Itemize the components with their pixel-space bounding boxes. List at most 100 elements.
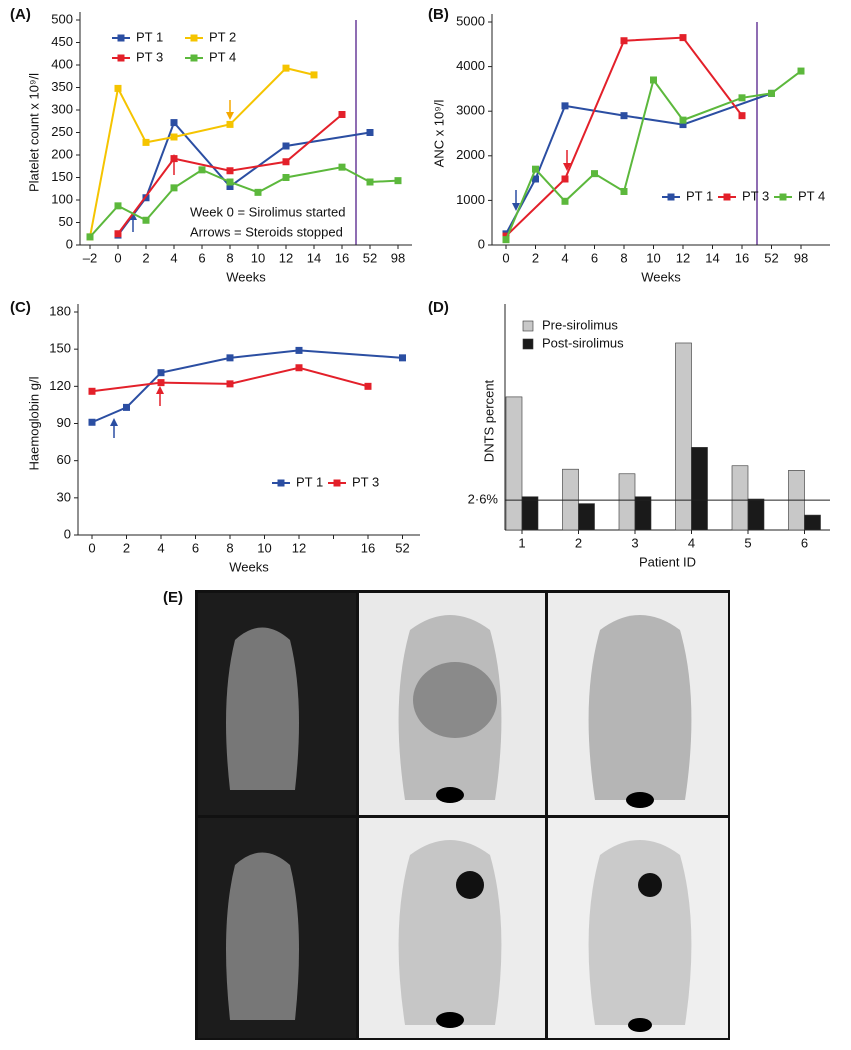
data-point bbox=[394, 177, 402, 185]
bar bbox=[618, 473, 636, 531]
legend-label: PT 1 bbox=[686, 188, 713, 203]
legend-marker bbox=[723, 193, 731, 201]
x-tick-label: 16 bbox=[335, 250, 349, 265]
x-tick-label: 4 bbox=[170, 250, 177, 265]
y-tick-label: 50 bbox=[59, 214, 73, 229]
data-point bbox=[226, 354, 234, 362]
bar bbox=[505, 396, 523, 531]
y-tick-label: 150 bbox=[49, 341, 71, 356]
data-point bbox=[170, 184, 178, 192]
legend-label: PT 4 bbox=[798, 188, 825, 203]
data-point bbox=[226, 380, 234, 388]
x-axis-label: Patient ID bbox=[639, 554, 696, 569]
y-tick-label: 2·6% bbox=[468, 492, 499, 507]
data-point bbox=[170, 119, 178, 127]
y-tick-label: 200 bbox=[51, 146, 73, 161]
data-point bbox=[226, 120, 234, 128]
y-tick-label: 250 bbox=[51, 124, 73, 139]
data-point bbox=[620, 112, 628, 120]
y-tick-label: 2000 bbox=[456, 147, 485, 162]
data-point bbox=[282, 158, 290, 166]
x-tick-label: 2 bbox=[575, 535, 582, 550]
y-tick-label: 4000 bbox=[456, 58, 485, 73]
y-tick-label: 90 bbox=[57, 415, 71, 430]
data-point bbox=[295, 364, 303, 372]
legend-label: PT 3 bbox=[136, 49, 163, 64]
x-tick-label: 16 bbox=[361, 540, 375, 555]
series-line bbox=[91, 366, 369, 393]
data-point bbox=[532, 165, 539, 173]
x-tick-label: 6 bbox=[198, 250, 205, 265]
data-point bbox=[561, 197, 569, 205]
x-tick-label: 5 bbox=[744, 535, 751, 550]
y-tick-label: 5000 bbox=[456, 13, 485, 28]
data-point bbox=[650, 76, 657, 84]
data-point bbox=[338, 111, 346, 118]
panel-label: (E) bbox=[163, 589, 183, 606]
legend-label: PT 4 bbox=[209, 49, 236, 64]
bar bbox=[562, 468, 579, 531]
data-point bbox=[561, 102, 569, 110]
y-tick-label: 0 bbox=[64, 526, 71, 541]
x-tick-label: 12 bbox=[676, 250, 690, 265]
legend-marker bbox=[190, 54, 198, 62]
data-point bbox=[88, 387, 96, 395]
x-tick-label: 0 bbox=[502, 250, 509, 265]
bar bbox=[747, 498, 765, 531]
data-point bbox=[114, 202, 122, 210]
data-point bbox=[364, 382, 372, 390]
legend-label: PT 1 bbox=[136, 29, 163, 44]
x-tick-label: 2 bbox=[123, 540, 130, 555]
data-point bbox=[797, 67, 805, 75]
x-tick-label: 10 bbox=[251, 250, 265, 265]
legend-marker bbox=[117, 54, 125, 62]
legend-label: PT 3 bbox=[352, 474, 379, 489]
x-tick-label: 10 bbox=[646, 250, 660, 265]
data-point bbox=[620, 37, 628, 45]
data-point bbox=[123, 403, 130, 411]
data-point bbox=[86, 233, 94, 241]
y-tick-label: 300 bbox=[51, 101, 73, 116]
y-tick-label: 500 bbox=[51, 11, 73, 26]
bar bbox=[731, 465, 749, 531]
data-point bbox=[198, 166, 206, 174]
panel-label: (B) bbox=[428, 6, 449, 23]
data-point bbox=[679, 34, 687, 42]
y-tick-label: 400 bbox=[51, 56, 73, 71]
legend-marker bbox=[190, 34, 198, 42]
bar bbox=[804, 514, 821, 531]
data-point bbox=[170, 133, 178, 141]
x-tick-label: 14 bbox=[705, 250, 719, 265]
x-tick-label: 8 bbox=[620, 250, 627, 265]
legend-label: Pre-sirolimus bbox=[542, 317, 618, 332]
y-tick-label: 3000 bbox=[456, 103, 485, 118]
x-tick-label: 4 bbox=[157, 540, 164, 555]
x-tick-label: 52 bbox=[395, 540, 409, 555]
data-point bbox=[114, 230, 122, 238]
data-point bbox=[254, 188, 262, 196]
legend-marker bbox=[333, 479, 341, 487]
y-axis-label: Haemoglobin g/l bbox=[26, 376, 41, 470]
legend-marker bbox=[779, 193, 787, 201]
data-point bbox=[338, 163, 346, 171]
legend-marker bbox=[117, 34, 125, 42]
annotation: Week 0 = Sirolimus started bbox=[190, 204, 345, 219]
scan-images bbox=[195, 590, 730, 1040]
data-point bbox=[738, 94, 746, 102]
data-point bbox=[502, 236, 510, 244]
y-tick-label: 30 bbox=[57, 489, 71, 504]
y-axis-label: DNTS percent bbox=[481, 379, 496, 462]
data-point bbox=[226, 183, 234, 190]
data-point bbox=[561, 175, 569, 183]
data-point bbox=[282, 174, 290, 181]
x-tick-label: 14 bbox=[307, 250, 321, 265]
x-tick-label: 10 bbox=[257, 540, 271, 555]
legend-label: PT 1 bbox=[296, 474, 323, 489]
x-tick-label: 52 bbox=[363, 250, 377, 265]
data-point bbox=[366, 129, 374, 136]
x-tick-label: 6 bbox=[801, 535, 808, 550]
data-point bbox=[282, 64, 290, 72]
x-tick-label: 0 bbox=[114, 250, 121, 265]
data-point bbox=[295, 346, 303, 354]
